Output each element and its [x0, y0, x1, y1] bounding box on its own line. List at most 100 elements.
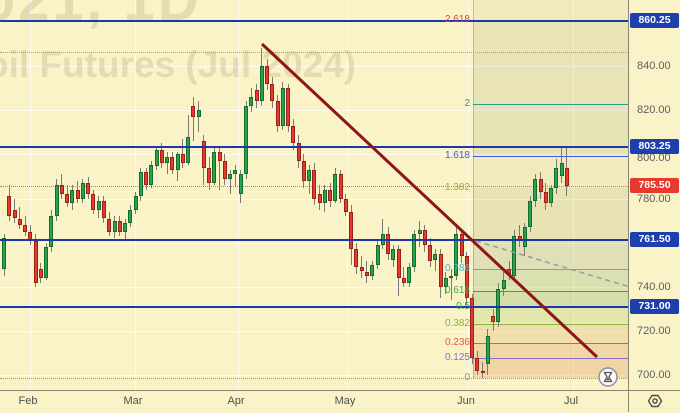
fib-label: 0.236	[444, 337, 470, 349]
candle-body	[254, 90, 259, 102]
candle-body	[33, 240, 38, 283]
candle-body	[538, 178, 543, 192]
price-tick-label: 840.00	[637, 60, 671, 72]
level-price-label-box: 860.25	[630, 13, 679, 29]
hourglass-marker-icon[interactable]	[597, 366, 619, 390]
fib-label: 1.382	[444, 181, 470, 193]
candle-body	[501, 280, 506, 290]
candle-wick	[234, 165, 236, 188]
candle-body	[391, 249, 396, 261]
candle-body	[222, 161, 227, 179]
candle-body	[75, 189, 80, 199]
month-label: Apr	[227, 395, 245, 407]
candle-body	[96, 200, 101, 210]
last-price-label-box: 785.50	[630, 178, 679, 194]
candle-body	[154, 150, 159, 166]
candle-body	[564, 167, 569, 187]
candle-body	[328, 189, 333, 201]
candle-body	[317, 194, 322, 203]
candle-body	[107, 218, 112, 232]
candle-body	[170, 156, 175, 170]
candle-body	[12, 209, 17, 219]
chart-pane[interactable]: 021, 1D oil Futures (Jul 2024) 2.618 2 1.6…	[0, 0, 628, 390]
candle-body	[65, 194, 70, 203]
candle-body	[301, 161, 306, 181]
fib-band	[473, 19, 628, 104]
candle-wick	[403, 267, 405, 287]
candle-wick	[482, 362, 484, 378]
candle-body	[86, 183, 91, 195]
fib-line[interactable]	[473, 103, 628, 105]
candle-body	[522, 227, 527, 248]
fib-label: 0.5	[456, 301, 470, 313]
candle-body	[112, 220, 117, 232]
candle-body	[91, 194, 96, 210]
candle-body	[322, 189, 327, 204]
fib-line[interactable]	[473, 358, 628, 360]
price-axis[interactable]: 840.00 820.00 800.00 780.00 740.00 720.00 700.…	[628, 0, 680, 390]
candle-body	[396, 249, 401, 279]
candle-body	[549, 187, 553, 204]
candle-body	[80, 183, 85, 199]
grid-line-vertical	[30, 0, 31, 390]
candle-wick	[219, 145, 221, 190]
candle-wick	[166, 152, 168, 175]
month-label: May	[334, 395, 356, 407]
price-ray[interactable]	[0, 238, 628, 241]
month-label: Jun	[457, 395, 475, 407]
candle-body	[238, 174, 243, 195]
axis-settings-icon[interactable]	[647, 394, 663, 408]
grid-line-vertical	[238, 0, 239, 390]
fib-band	[473, 268, 628, 292]
time-axis[interactable]: Feb Mar Apr May Jun Jul	[0, 390, 680, 413]
candle-body	[207, 167, 212, 184]
fib-label: 1.618	[444, 149, 470, 161]
month-label: Feb	[18, 395, 38, 407]
fib-band	[473, 239, 628, 269]
candle-body	[543, 192, 548, 204]
candle-body	[265, 66, 269, 84]
watermark-description: oil Futures (Jul 2024)	[0, 44, 357, 85]
fib-line[interactable]	[473, 268, 628, 270]
fib-label: 0	[464, 371, 470, 383]
candle-wick	[229, 169, 231, 195]
price-ray[interactable]	[0, 146, 628, 149]
candle-body	[2, 238, 6, 270]
candle-body	[249, 96, 254, 106]
fib-line[interactable]	[473, 343, 628, 345]
candle-body	[212, 152, 217, 184]
price-ray[interactable]	[0, 20, 628, 23]
grid-line-horizontal	[0, 375, 628, 377]
candle-wick	[182, 138, 184, 168]
candle-body	[338, 174, 343, 199]
candle-body	[201, 141, 206, 168]
candle-body	[533, 178, 538, 201]
candle-body	[144, 172, 148, 186]
candle-body	[228, 174, 233, 179]
candle-body	[449, 275, 454, 279]
fib-line[interactable]	[473, 19, 628, 21]
candle-body	[165, 156, 170, 164]
candle-body	[354, 249, 359, 268]
candle-body	[401, 278, 406, 283]
candle-body	[349, 211, 354, 250]
candle-body	[307, 169, 312, 181]
month-label: Jul	[563, 395, 579, 407]
candle-body	[233, 169, 238, 175]
candle-body	[291, 125, 296, 144]
level-price-label-box: 803.25	[630, 139, 679, 155]
fib-line[interactable]	[473, 323, 628, 325]
price-tick-label: 720.00	[637, 325, 671, 338]
fib-band	[473, 358, 628, 378]
price-tick-label: 740.00	[637, 281, 671, 293]
price-tick-label: 820.00	[637, 104, 671, 117]
price-ray[interactable]	[0, 305, 628, 308]
fib-line[interactable]	[473, 155, 628, 157]
candle-body	[101, 200, 106, 219]
candle-body	[117, 220, 122, 232]
candle-body	[128, 209, 133, 223]
candle-body	[528, 200, 532, 228]
price-tick-label: 800.00	[637, 152, 671, 165]
fib-label: 2.618	[444, 13, 470, 25]
price-tick-label: 780.00	[637, 192, 671, 205]
